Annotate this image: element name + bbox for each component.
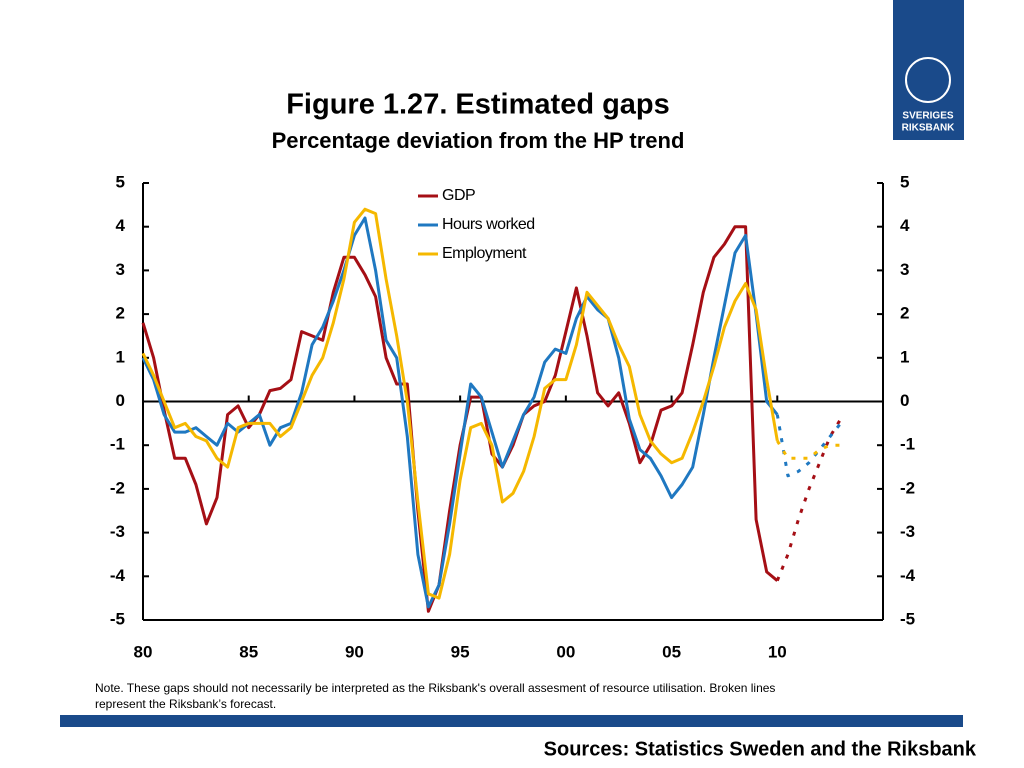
y-tick-label: -1 xyxy=(110,435,125,454)
series-line xyxy=(141,216,779,609)
chart-subtitle: Percentage deviation from the HP trend xyxy=(272,128,685,153)
logo-text: SVERIGES xyxy=(902,111,953,122)
x-tick-label: 00 xyxy=(556,642,575,661)
y-tick-label: -3 xyxy=(110,522,125,541)
forecast-line xyxy=(776,440,841,460)
y2-tick-label: 5 xyxy=(900,172,909,191)
sources: Sources: Statistics Sweden and the Riksb… xyxy=(544,738,977,760)
y-tick-label: 4 xyxy=(116,216,126,235)
footer-bar xyxy=(60,715,963,727)
y-tick-label: 1 xyxy=(116,347,125,366)
y2-tick-label: -1 xyxy=(900,435,915,454)
series-line xyxy=(141,225,779,613)
legend-label: Employment xyxy=(442,245,527,262)
legend-label: Hours worked xyxy=(442,216,535,233)
logo-text: RIKSBANK xyxy=(902,123,956,134)
x-tick-label: 10 xyxy=(768,642,787,661)
x-tick-label: 95 xyxy=(451,642,470,661)
y2-tick-label: 2 xyxy=(900,304,909,323)
y-tick-label: -4 xyxy=(110,566,126,585)
x-tick-label: 90 xyxy=(345,642,364,661)
x-tick-label: 05 xyxy=(662,642,681,661)
y-tick-label: 3 xyxy=(116,260,125,279)
y2-tick-label: 0 xyxy=(900,391,909,410)
y-tick-label: 0 xyxy=(116,391,125,410)
y2-tick-label: -5 xyxy=(900,609,915,628)
note: Note. These gaps should not necessarily … xyxy=(95,681,775,695)
y2-tick-label: 3 xyxy=(900,260,909,279)
legend-label: GDP xyxy=(442,187,475,204)
chart-title: Figure 1.27. Estimated gaps xyxy=(286,89,670,121)
forecast-line xyxy=(775,418,842,582)
y2-tick-label: -2 xyxy=(900,478,915,497)
y-tick-label: 5 xyxy=(116,172,125,191)
x-tick-label: 85 xyxy=(239,642,258,661)
y2-tick-label: 1 xyxy=(900,347,909,366)
x-tick-label: 80 xyxy=(134,642,153,661)
logo-emblem xyxy=(905,57,951,103)
y-tick-label: 2 xyxy=(116,304,125,323)
y-tick-label: -2 xyxy=(110,478,125,497)
series-line xyxy=(141,207,779,600)
forecast-line xyxy=(775,414,842,478)
y2-tick-label: -3 xyxy=(900,522,915,541)
y-tick-label: -5 xyxy=(110,609,125,628)
y2-tick-label: -4 xyxy=(900,566,916,585)
note: represent the Riksbank’s forecast. xyxy=(95,697,276,711)
logo-box xyxy=(893,0,964,140)
y2-tick-label: 4 xyxy=(900,216,910,235)
